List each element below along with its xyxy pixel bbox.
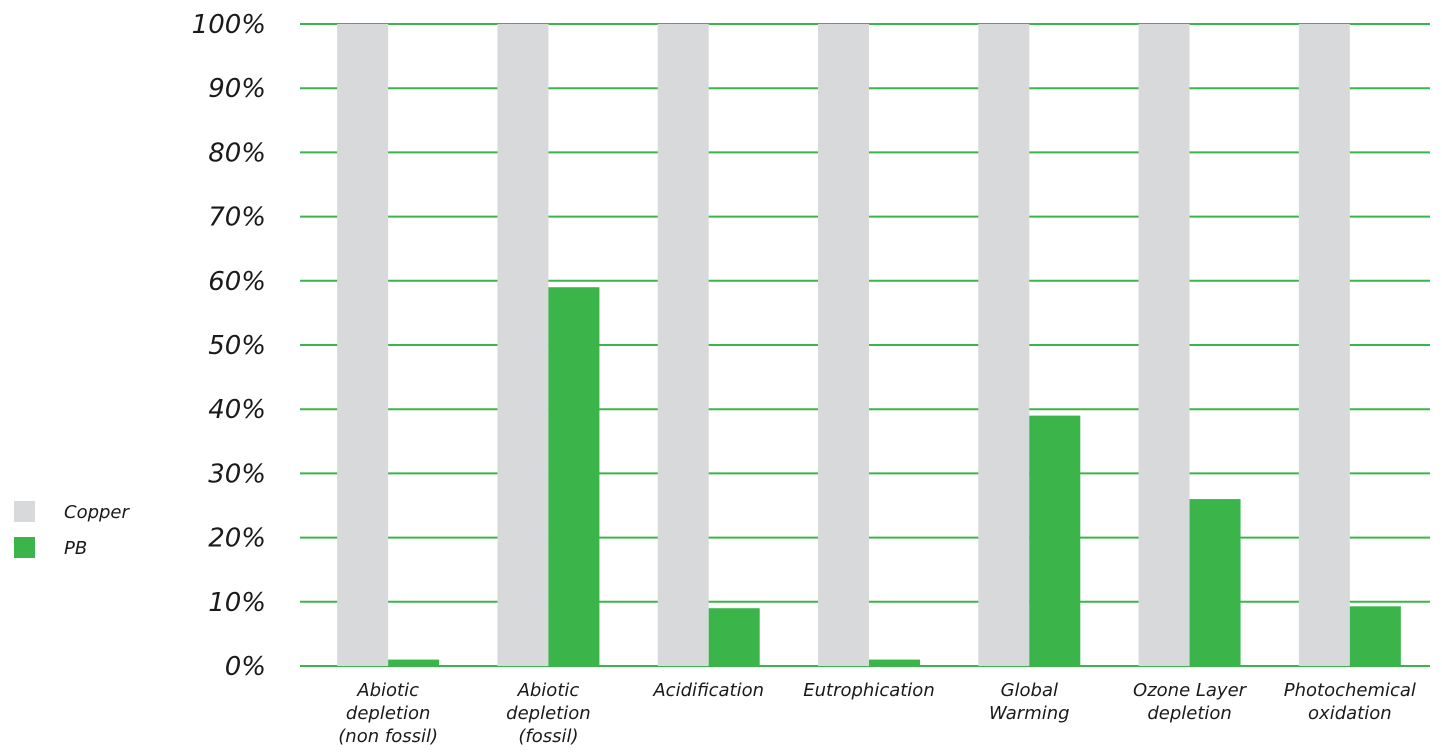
bar-copper [1138, 24, 1190, 666]
legend: Copper PB [14, 501, 131, 559]
bar-copper [657, 24, 709, 666]
bar-pb [708, 608, 760, 666]
x-category-label: Eutrophication [803, 680, 935, 701]
y-tick-label: 50% [208, 331, 266, 361]
legend-swatch-pb [14, 537, 35, 558]
y-tick-label: 20% [208, 524, 266, 554]
bar-pb [388, 659, 440, 666]
bar-copper [497, 24, 549, 666]
x-category-label: Acidification [652, 680, 764, 701]
y-tick-label: 70% [208, 203, 266, 233]
bar-pb [1349, 606, 1401, 666]
y-tick-label: 60% [208, 267, 266, 297]
bar-copper [1298, 24, 1350, 666]
legend-label-copper: Copper [64, 502, 131, 523]
y-tick-label: 30% [208, 459, 266, 489]
y-tick-label: 100% [192, 10, 266, 40]
x-category-label: Photochemical [1284, 680, 1416, 701]
bars [337, 24, 1401, 666]
x-category-label: Warming [989, 703, 1070, 724]
bar-pb [868, 659, 920, 666]
y-tick-label: 0% [225, 652, 266, 682]
bar-copper [817, 24, 869, 666]
bar-pb [548, 287, 600, 666]
x-category-label: (non fossil) [338, 726, 438, 747]
legend-label-pb: PB [64, 538, 87, 559]
bar-pb [1029, 415, 1081, 666]
y-tick-label: 90% [208, 74, 266, 104]
bar-pb [1189, 499, 1241, 666]
x-category-label: Global [1001, 680, 1058, 701]
bar-copper [337, 24, 389, 666]
legend-swatch-copper [14, 501, 35, 522]
y-axis-tick-labels: 0% 10% 20% 30% 40% 50% 60% 70% 80% 90% 100% [192, 10, 266, 682]
x-category-label: Abiotic [517, 680, 580, 701]
x-category-label: Ozone Layer [1133, 680, 1248, 701]
x-category-label: (fossil) [518, 726, 578, 747]
x-category-label: depletion [346, 703, 430, 724]
y-tick-label: 10% [208, 588, 266, 618]
y-tick-label: 80% [208, 138, 266, 168]
bar-copper [978, 24, 1030, 666]
x-category-label: depletion [506, 703, 590, 724]
x-category-label: oxidation [1308, 703, 1392, 724]
x-category-label: Abiotic [356, 680, 419, 701]
y-tick-label: 40% [208, 395, 266, 425]
x-category-label: depletion [1147, 703, 1231, 724]
